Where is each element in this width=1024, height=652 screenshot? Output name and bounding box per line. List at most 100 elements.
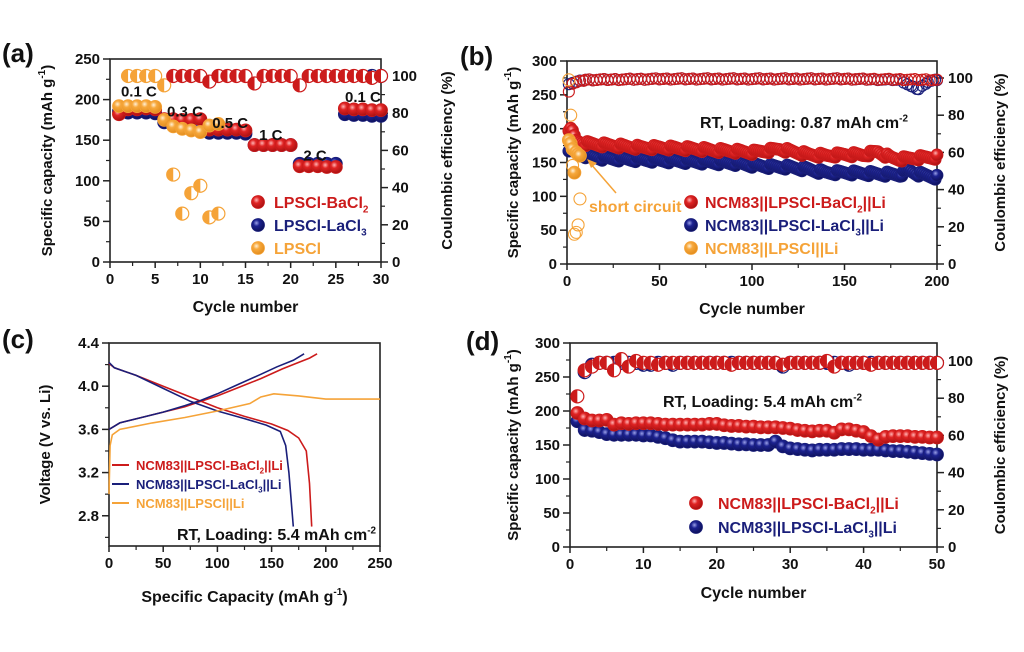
x-tick-label: 10 xyxy=(635,556,652,573)
rate-label: 1 C xyxy=(259,127,283,144)
ce-point xyxy=(571,218,585,232)
plot-frame xyxy=(108,342,381,547)
y2-tick-label: 60 xyxy=(948,427,965,444)
short-circuit-arrowhead xyxy=(587,159,597,168)
ce-point xyxy=(930,73,944,86)
capacity-point xyxy=(211,117,226,131)
ce-point-fill xyxy=(798,356,805,370)
legend-marker xyxy=(689,520,703,534)
y-tick-label: 100 xyxy=(532,188,557,205)
ce-point-fill xyxy=(666,356,673,370)
ce-point-fill xyxy=(695,356,703,370)
y-axis-label-tail: ) xyxy=(505,349,522,354)
legend-label-sub: 2 xyxy=(870,505,876,516)
loading-annotation-main: RT, Loading: 5.4 mAh cm xyxy=(177,527,367,544)
loading-annotation-main: RT, Loading: 5.4 mAh cm xyxy=(663,394,853,411)
ce-point-fill xyxy=(732,356,739,370)
x-tick-label: 150 xyxy=(832,273,857,290)
ce-point xyxy=(570,389,585,404)
x-axis-label-main: Specific Capacity (mAh g xyxy=(141,589,333,606)
x-axis-label-sup: -1 xyxy=(333,587,342,598)
panel-c: 0 50 100 150 200 250 2.8 3.2 3.6 4.0 4.4 Specific C… xyxy=(2,324,393,606)
legend-marker xyxy=(251,195,265,209)
ce-point-fill xyxy=(739,356,747,370)
ce-point-fill xyxy=(805,356,813,370)
y-axis-label-tail: ) xyxy=(505,67,522,72)
x-tick-label: 0 xyxy=(106,271,114,288)
ce-point-fill xyxy=(930,356,937,370)
panel-label: (a) xyxy=(2,38,34,68)
legend-label: NCM83||LPSCl-LaCl3||Li xyxy=(705,218,884,238)
y2-tick-label: 0 xyxy=(948,539,956,556)
ce-point-fill xyxy=(166,168,174,182)
x-axis-label: Specific Capacity (mAh g-1) xyxy=(141,587,347,606)
y-tick-label: 50 xyxy=(83,213,100,230)
ce-point-fill xyxy=(915,356,923,370)
ce-point-fill xyxy=(849,356,857,370)
loading-annotation: RT, Loading: 0.87 mAh cm-2 xyxy=(700,113,908,132)
legend-label-tail: ||Li xyxy=(876,496,899,513)
legend-label-main: NCM83||LPSCl-LaCl xyxy=(705,218,855,235)
ce-point-fill xyxy=(864,358,871,372)
y-tick-label: 150 xyxy=(535,437,560,454)
ce-point xyxy=(148,68,163,84)
ce-point-fill xyxy=(148,69,156,83)
ce-point xyxy=(193,178,208,193)
ce-point-fill xyxy=(139,69,147,83)
ce-point-fill xyxy=(320,69,327,83)
ce-point-fill xyxy=(202,75,210,89)
ce-point xyxy=(238,68,253,84)
y2-tick-label: 0 xyxy=(392,254,400,271)
ce-point-fill xyxy=(130,69,138,83)
legend-marker xyxy=(684,195,698,209)
legend-label: NCM83||LPSCl-BaCl2||Li xyxy=(705,195,886,215)
y2-tick-label: 80 xyxy=(948,107,965,124)
x-tick-label: 150 xyxy=(259,555,284,572)
rate-label: 0.1 C xyxy=(345,89,381,106)
capacity-point xyxy=(930,168,944,182)
legend-label: LPSCl xyxy=(274,241,321,258)
ce-point-fill xyxy=(184,69,192,83)
y-tick-label: 50 xyxy=(540,222,557,239)
panel-label: (d) xyxy=(466,326,499,356)
x-tick-label: 40 xyxy=(855,556,872,573)
ce-point-fill xyxy=(311,69,318,83)
ce-point-fill xyxy=(658,356,666,370)
ce-point xyxy=(184,186,199,201)
x-tick-label: 20 xyxy=(282,271,299,288)
ce-point xyxy=(569,225,583,239)
loading-annotation-sup: -2 xyxy=(853,392,862,403)
y-tick-label: 250 xyxy=(75,51,100,68)
x-axis-label: Cycle number xyxy=(699,301,805,318)
y2-axis-label: Coulombic efficiency (%) xyxy=(992,73,1009,251)
x-tick-label: 5 xyxy=(151,271,159,288)
legend-label-main: NCM83||LPSCl-LaCl xyxy=(718,520,868,537)
ce-point-fill xyxy=(275,69,282,83)
ce-point-fill xyxy=(702,356,710,370)
legend-label-sub: 2 xyxy=(857,204,863,215)
legend-label-sub: 3 xyxy=(361,227,367,238)
ce-point-fill xyxy=(901,356,908,370)
capacity-point xyxy=(238,123,253,138)
ce-point-fill xyxy=(791,356,798,370)
y2-tick-label: 20 xyxy=(948,219,965,236)
ce-point-fill xyxy=(813,356,820,370)
y-tick-label: 0 xyxy=(549,256,557,273)
ce-point-fill xyxy=(923,356,930,370)
y-tick-label: 300 xyxy=(532,53,557,70)
y-tick-label: 300 xyxy=(535,335,560,352)
ce-point-fill xyxy=(175,69,183,83)
y2-axis-label: Coulombic efficiency (%) xyxy=(992,356,1009,534)
y-tick-label: 4.4 xyxy=(78,335,100,352)
short-circuit-label: short circuit xyxy=(589,199,682,216)
y2-tick-label: 100 xyxy=(948,353,973,370)
legend-label-sub: 2 xyxy=(260,467,265,476)
x-tick-label: 100 xyxy=(205,555,230,572)
x-tick-label: 0 xyxy=(566,556,574,573)
x-tick-label: 100 xyxy=(739,273,764,290)
y-axis-label-sup: -1 xyxy=(503,354,514,363)
ce-point-fill xyxy=(614,352,622,366)
ce-point-fill xyxy=(827,360,835,374)
x-tick-label: 15 xyxy=(237,271,254,288)
